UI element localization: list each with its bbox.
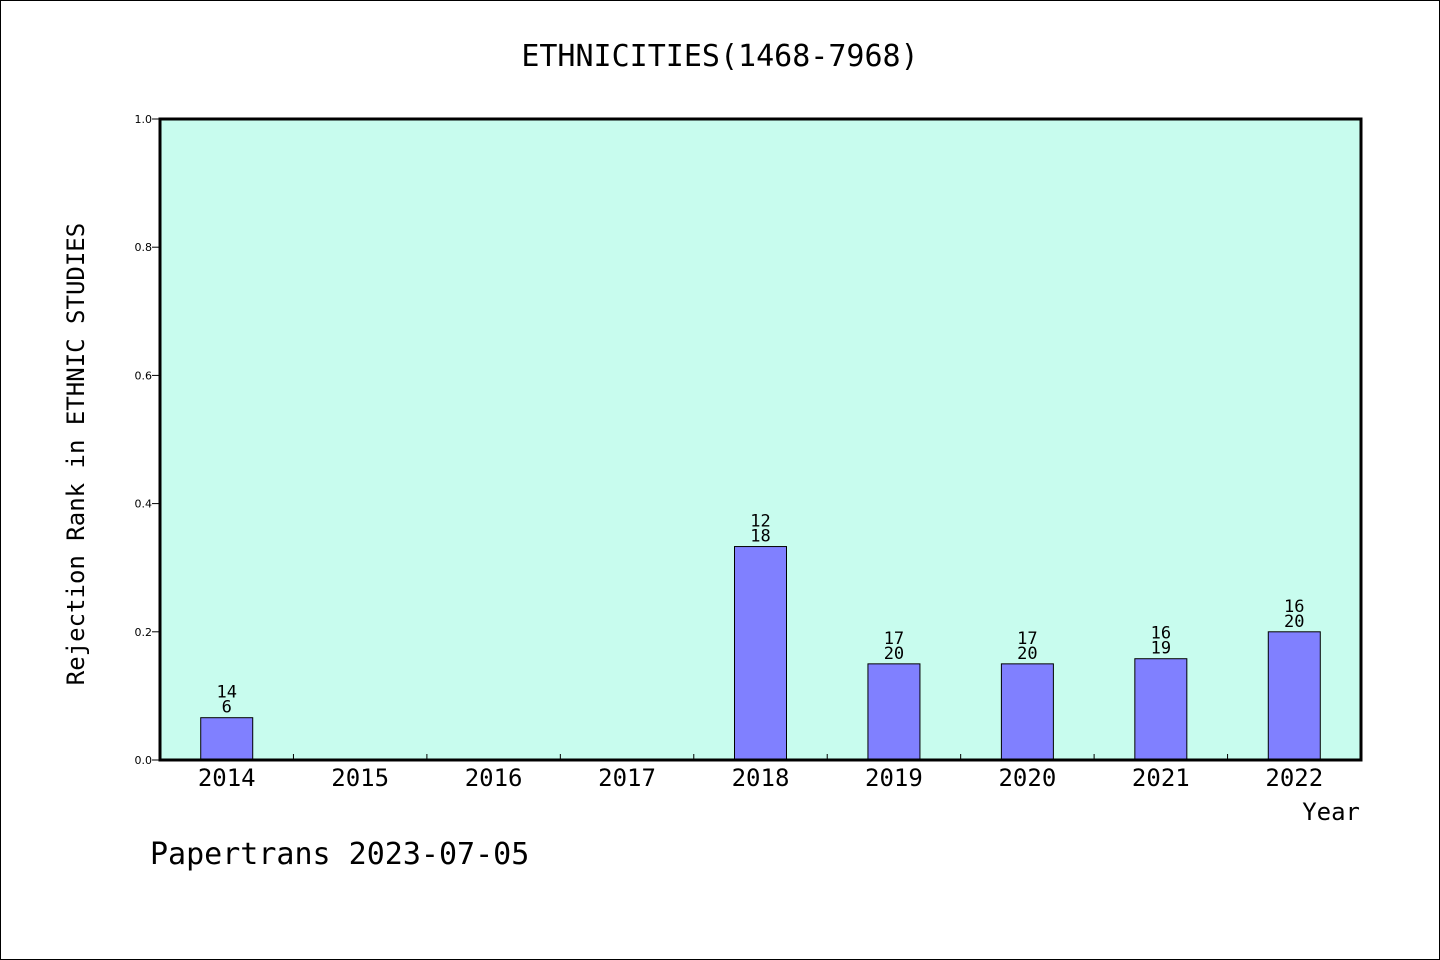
- bar-2014: [200, 717, 254, 761]
- x-tick-label: 2022: [1265, 764, 1323, 792]
- bar-2022: [1267, 631, 1321, 761]
- y-tick-label: 0.4: [135, 498, 153, 511]
- x-tick-label: 2017: [598, 764, 656, 792]
- y-tick-label: 1.0: [135, 113, 153, 126]
- bar-2020: [1000, 663, 1054, 761]
- bar-label-top: 17: [1017, 629, 1037, 649]
- y-tick-label: 0.6: [135, 369, 153, 382]
- y-axis-ticks: 0.0 0.2 0.4 0.6 0.8 1.0: [135, 113, 160, 767]
- bar-2019: [867, 663, 921, 761]
- bar-label-top: 17: [884, 629, 904, 649]
- plot-border: [158, 117, 1363, 762]
- y-axis-label: Rejection Rank in ETHNIC STUDIES: [62, 223, 90, 685]
- x-tick-label: 2018: [732, 764, 790, 792]
- y-tick-label: 0.8: [135, 241, 153, 254]
- x-tick-label: 2019: [865, 764, 923, 792]
- bar-label-top: 16: [1151, 624, 1171, 644]
- x-axis-ticks: 2014 2015 2016 2017 2018 2019 2020 2021 2022: [198, 754, 1323, 792]
- x-tick-label: 2016: [465, 764, 523, 792]
- bar-2018: [734, 546, 787, 761]
- bar-label-bottom: 20: [1017, 644, 1037, 664]
- bar-label-bottom: 19: [1151, 639, 1171, 659]
- bar-label-top: 12: [750, 512, 770, 532]
- chart-title: ETHNICITIES(1468-7968): [521, 39, 918, 74]
- bar-label-bottom: 6: [222, 698, 232, 718]
- bar-label-bottom: 20: [1284, 612, 1304, 632]
- x-axis-label: Year: [1302, 798, 1360, 826]
- x-tick-label: 2015: [331, 764, 389, 792]
- bar-label-bottom: 18: [750, 527, 770, 547]
- x-tick-label: 2014: [198, 764, 256, 792]
- footer-text: Papertrans 2023-07-05: [150, 837, 529, 872]
- x-tick-label: 2020: [998, 764, 1056, 792]
- bar-label-bottom: 20: [884, 644, 904, 664]
- y-tick-label: 0.2: [135, 626, 153, 639]
- y-tick-label: 0.0: [135, 754, 153, 767]
- bar-2021: [1134, 658, 1188, 761]
- x-tick-label: 2021: [1132, 764, 1190, 792]
- bar-label-top: 14: [216, 683, 236, 703]
- bar-label-top: 16: [1284, 597, 1304, 617]
